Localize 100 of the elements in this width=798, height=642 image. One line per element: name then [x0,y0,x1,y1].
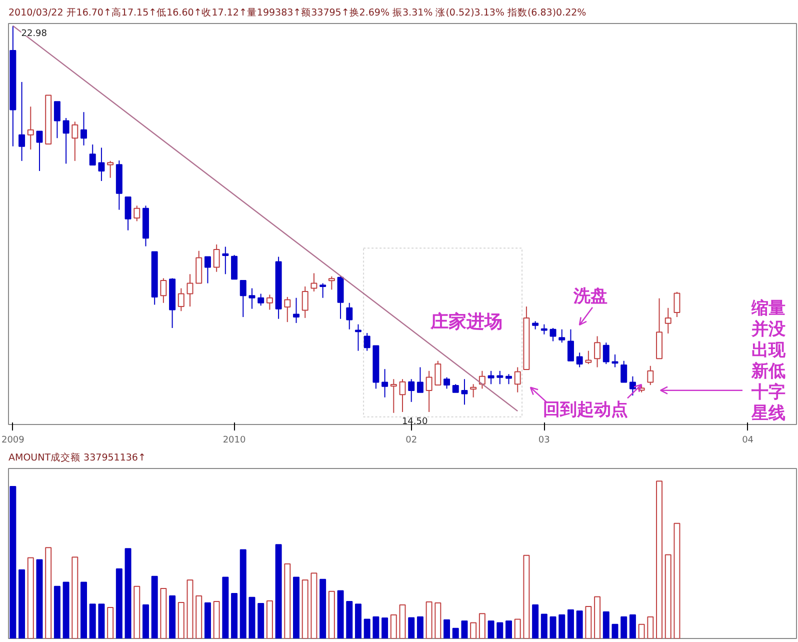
candlestick [178,288,184,312]
bar [80,582,88,638]
candlestick [674,291,680,318]
bar [310,572,318,638]
bar [337,590,344,638]
bar [116,568,122,638]
candlestick [310,272,318,292]
annotation: 洗盘 [572,286,608,307]
bar [514,618,521,638]
annotation: 回到起动点 [543,400,628,420]
bar [550,616,556,638]
bar [293,576,300,638]
bar [478,613,486,638]
bar [461,620,468,638]
bar [62,582,70,638]
bar [629,614,636,638]
bar [488,620,494,638]
bar [656,480,663,638]
candlestick [27,106,34,150]
bar [532,604,539,638]
bar [426,601,432,638]
bar [496,622,504,638]
bar [506,620,512,638]
candlestick [461,378,468,406]
bar [399,604,406,638]
candlestick [302,286,308,318]
bar [240,549,246,638]
bar [416,616,424,638]
bar [594,596,601,638]
chart-title: AMOUNT成交额 337951136↑ [8,452,146,464]
candlestick [629,376,636,396]
annotation: 缩量并没出现新低十字星线 [750,298,786,424]
candlestick [496,370,504,385]
candlestick [488,370,494,385]
candlestick [72,121,78,162]
bar [408,617,415,638]
candlestick [186,274,194,308]
bar [364,618,370,638]
bar [222,576,229,638]
candlestick [416,366,424,393]
bar [54,586,60,638]
bar [647,616,654,638]
bar [36,559,43,638]
candlestick [576,352,583,368]
bar [612,624,618,638]
candlestick [558,328,566,344]
bar [204,602,211,638]
bar [72,556,78,638]
candlestick [107,160,114,178]
bar [382,618,388,638]
bar [196,595,202,638]
bar [664,554,672,638]
candlestick [550,327,556,342]
candlestick [647,365,654,386]
candlestick [124,196,132,231]
bar [452,628,459,638]
candlestick [434,360,442,386]
candlestick [222,246,229,275]
candlestick [514,366,521,393]
bar [390,614,397,638]
bar [284,563,291,638]
annotation: 22.98 [21,28,48,39]
candlestick [664,307,672,334]
bar [169,595,176,638]
bar [523,554,530,638]
candlestick [594,336,601,368]
x-tick-label: 03 [538,436,550,446]
bar [27,557,34,638]
bar [674,522,680,638]
x-tick-label: 2009 [1,436,25,446]
candlestick [354,324,362,352]
candlestick [399,378,406,412]
bar [434,602,442,638]
candlestick [213,244,220,272]
bar [107,606,114,638]
candlestick [134,205,140,222]
candlestick [567,328,574,362]
candlestick [89,144,96,166]
bar [372,616,380,638]
candlestick [444,376,450,390]
candlestick [62,118,70,164]
bar [160,588,167,638]
bar [444,619,450,638]
bar [151,576,158,638]
bar [540,614,548,638]
candlestick [390,378,397,414]
bar [320,578,326,638]
candlestick [382,368,388,398]
chart-title: 2010/03/22 开16.70↑高17.15↑低16.60↑收17.12↑量199383↑额33795↑换2.69% 振3.31% 涨(0.52)3.13% 指数(6.83)0.22% [8,6,586,18]
candlestick [408,378,415,402]
candlestick [204,256,211,284]
bar [248,596,256,638]
candlestick [80,112,88,146]
bar [602,611,610,638]
bar [470,622,477,638]
candlestick [54,101,60,139]
annotation: 庄家进场 [430,312,502,333]
x-tick-label: 04 [742,436,754,446]
bar [213,601,220,638]
candlestick [36,130,43,172]
